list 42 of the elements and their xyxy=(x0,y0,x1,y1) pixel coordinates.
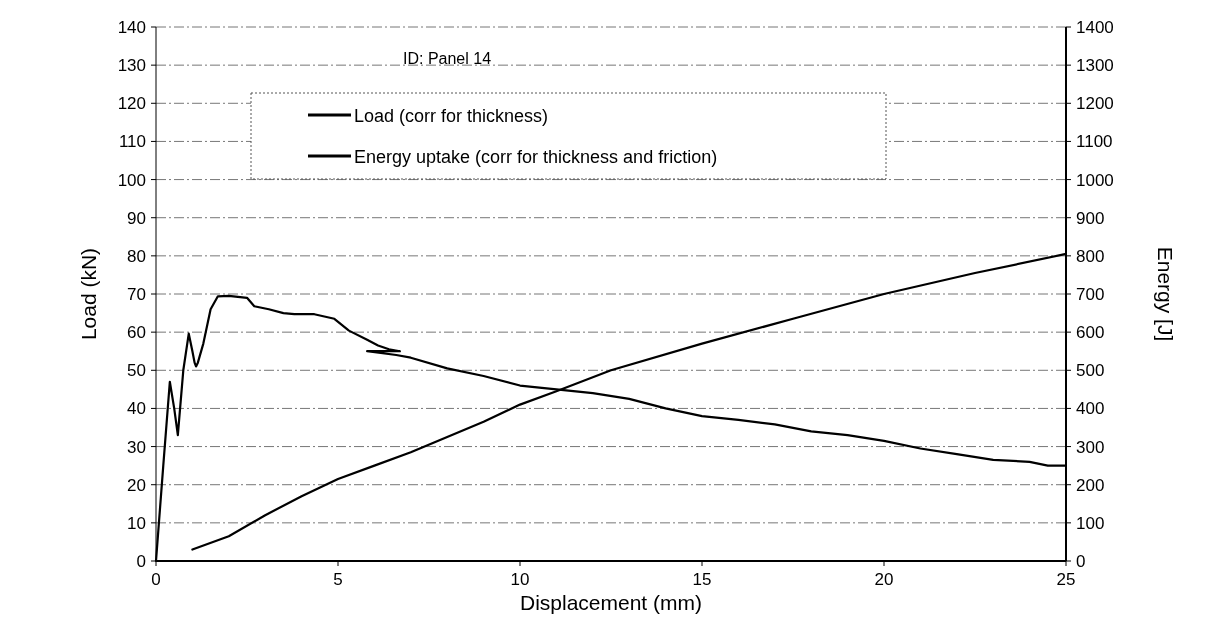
y2-tick-label: 1100 xyxy=(1076,132,1113,152)
x-tick-label: 0 xyxy=(151,570,161,589)
x-tick-label: 10 xyxy=(510,570,530,589)
y-tick-label: 10 xyxy=(127,513,146,533)
y2-tick-label: 600 xyxy=(1076,323,1105,343)
y2-tick-label: 300 xyxy=(1076,437,1105,457)
y-tick-label: 40 xyxy=(127,399,146,419)
y2-tick-label: 1400 xyxy=(1076,18,1114,37)
y2-tick-label: 700 xyxy=(1076,285,1105,304)
y2-tick-label: 1000 xyxy=(1076,170,1114,190)
y-tick-label: 110 xyxy=(118,132,146,152)
y-tick-label: 130 xyxy=(117,56,146,76)
y-tick-label: 100 xyxy=(117,170,146,190)
y-tick-label: 70 xyxy=(127,285,146,304)
y2-tick-label: 1200 xyxy=(1076,94,1114,114)
y2-tick-label: 800 xyxy=(1076,246,1105,266)
y-tick-label: 50 xyxy=(127,361,146,381)
x-tick-label: 5 xyxy=(333,570,343,589)
y2-tick-label: 0 xyxy=(1076,552,1086,571)
y-tick-label: 120 xyxy=(117,94,146,114)
legend-label: Load (corr for thickness) xyxy=(354,106,549,126)
y-tick-label: 60 xyxy=(127,323,146,343)
y2-tick-label: 1300 xyxy=(1076,56,1114,76)
y2-tick-label: 400 xyxy=(1076,399,1105,419)
y-tick-label: 80 xyxy=(127,246,146,266)
y2-tick-label: 900 xyxy=(1076,208,1105,228)
y-tick-label: 30 xyxy=(127,437,146,457)
y2-tick-label: 500 xyxy=(1076,361,1105,381)
y2-axis-title: Energy [J] xyxy=(1154,246,1177,342)
x-tick-label: 15 xyxy=(692,570,712,589)
legend-label: Energy uptake (corr for thickness and friction) xyxy=(354,147,718,167)
x-tick-label: 20 xyxy=(874,570,894,589)
x-tick-label: 25 xyxy=(1056,570,1076,589)
y-tick-label: 140 xyxy=(117,18,146,37)
x-axis-title: Displacement (mm) xyxy=(519,591,703,614)
y2-tick-label: 100 xyxy=(1076,513,1105,533)
y-tick-label: 90 xyxy=(127,208,146,228)
y-tick-label: 20 xyxy=(127,475,146,495)
annotation: ID: Panel 14 xyxy=(403,50,492,67)
y2-tick-label: 200 xyxy=(1076,475,1105,495)
y-axis-title: Load (kN) xyxy=(77,247,100,341)
y-tick-label: 0 xyxy=(136,552,146,571)
